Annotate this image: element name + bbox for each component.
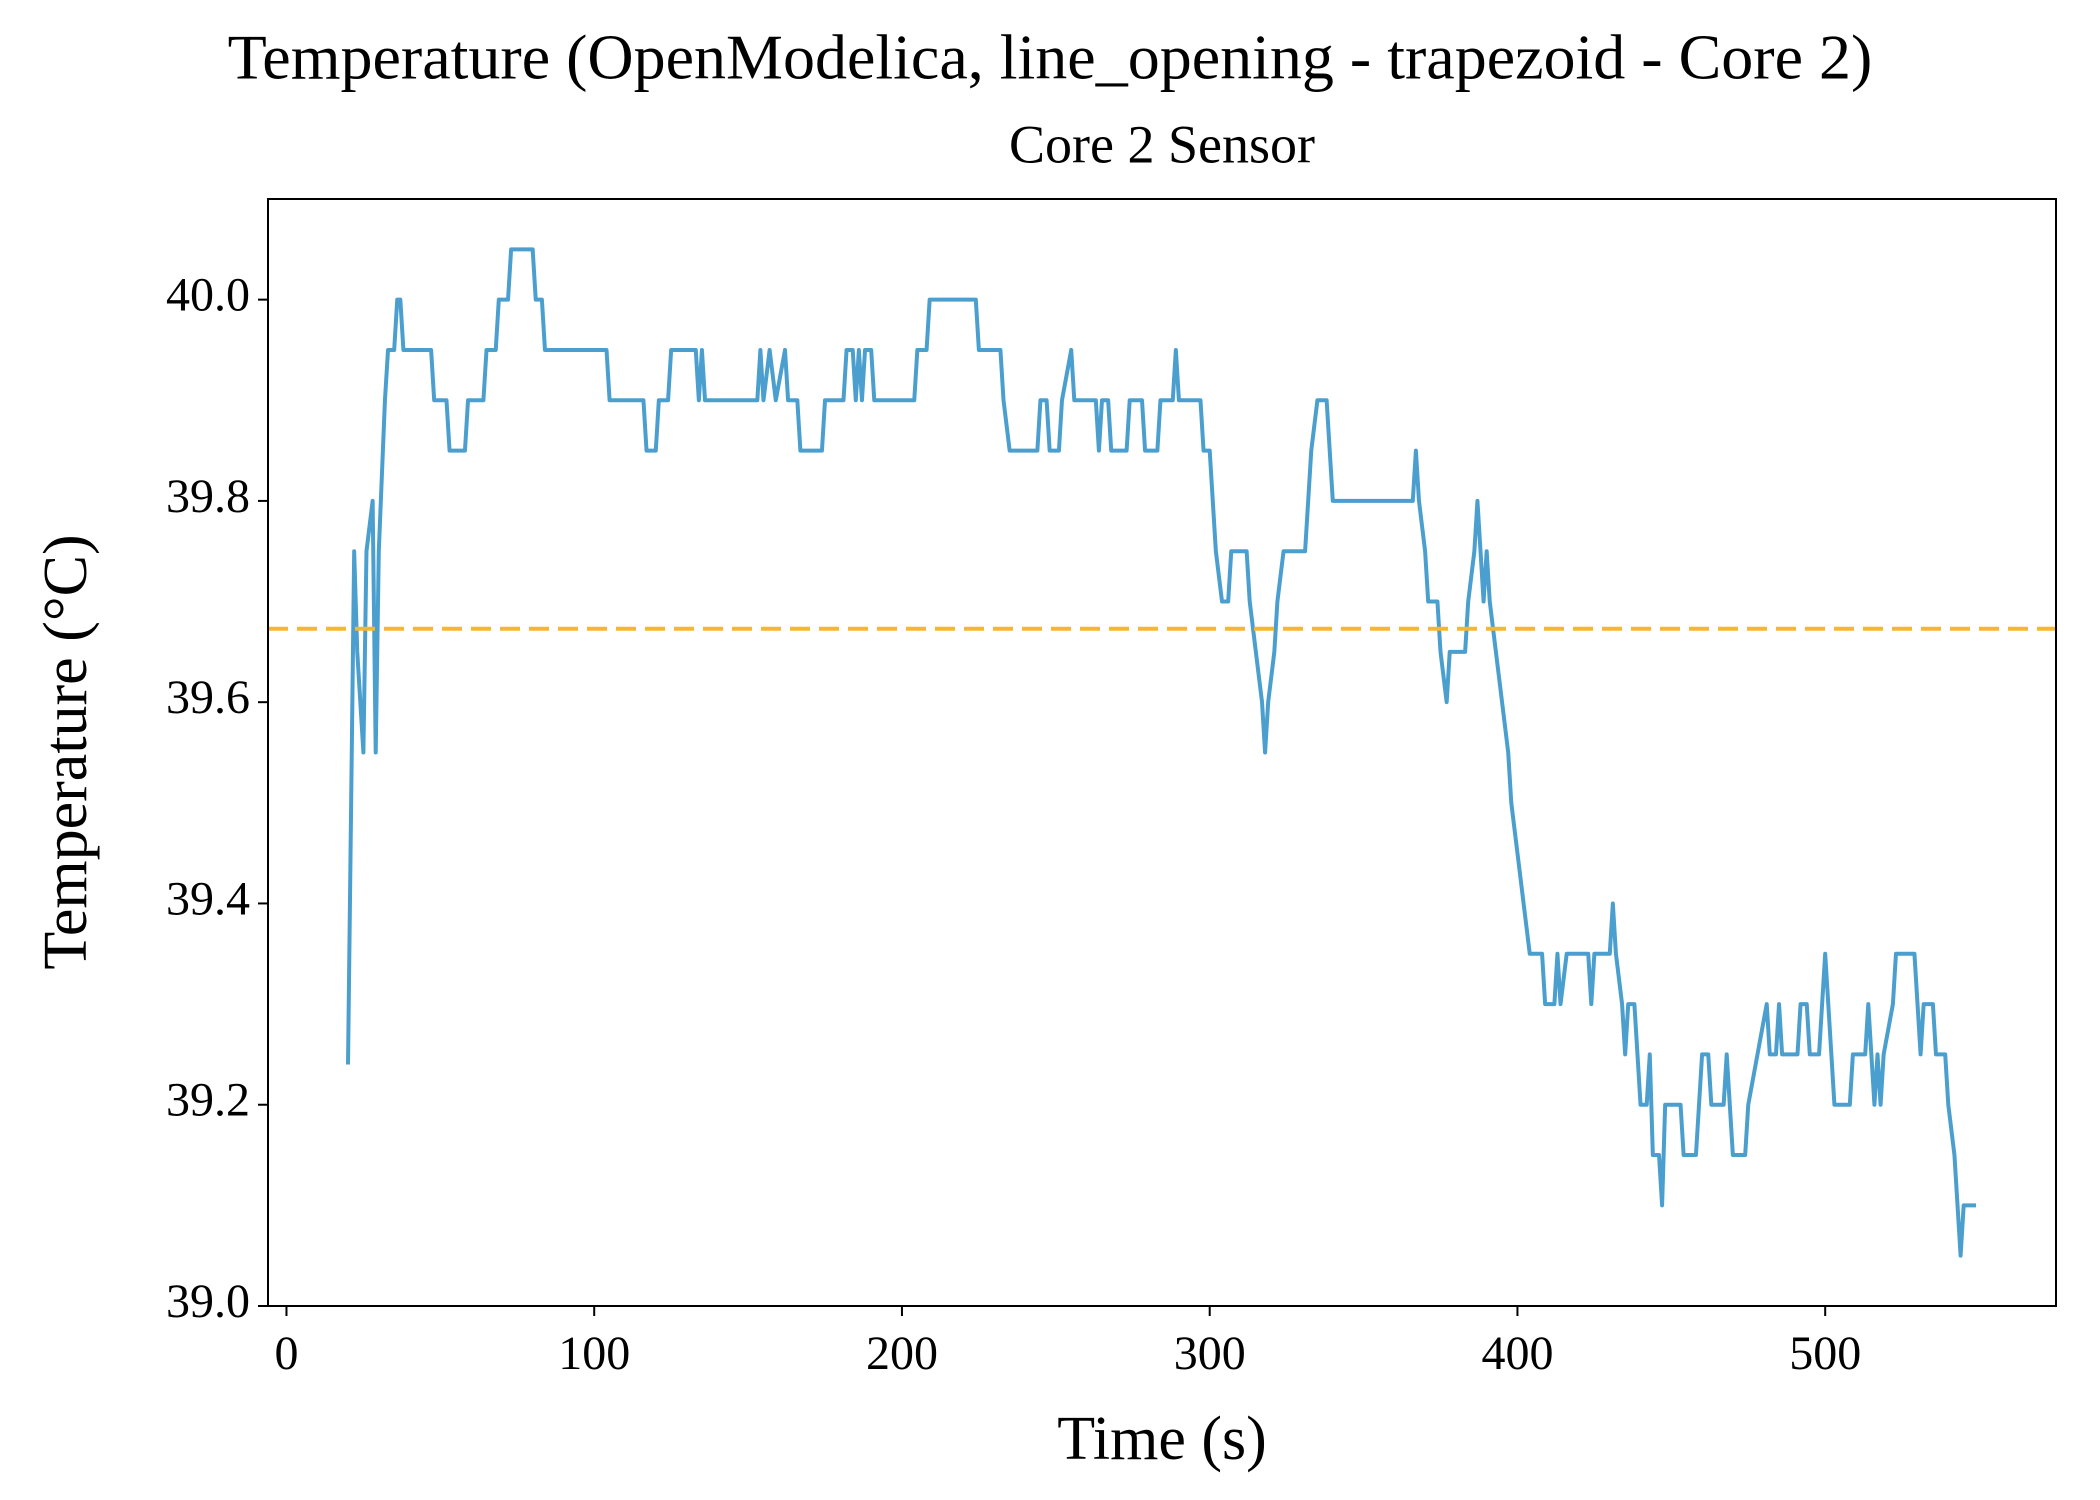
chart-subtitle: Core 2 Sensor <box>1009 114 1315 174</box>
y-axis-label: Temperature (°C) <box>32 534 100 969</box>
x-tick-label: 300 <box>1174 1327 1246 1380</box>
x-tick-label: 0 <box>274 1327 298 1380</box>
chart-title: Temperature (OpenModelica, line_opening … <box>228 22 1873 93</box>
y-tick-label: 39.2 <box>166 1074 250 1127</box>
y-tick-label: 39.4 <box>166 872 250 925</box>
x-tick-label: 500 <box>1789 1327 1861 1380</box>
x-tick-label: 400 <box>1481 1327 1553 1380</box>
y-tick-label: 39.6 <box>166 671 250 724</box>
x-tick-label: 200 <box>866 1327 938 1380</box>
y-tick-label: 39.0 <box>166 1275 250 1328</box>
y-tick-label: 39.8 <box>166 470 250 523</box>
x-axis-label: Time (s) <box>1057 1405 1267 1473</box>
plot-frame <box>267 198 2057 1307</box>
y-tick-label: 40.0 <box>166 269 250 322</box>
x-tick-label: 100 <box>558 1327 630 1380</box>
data-line <box>346 247 1976 1258</box>
